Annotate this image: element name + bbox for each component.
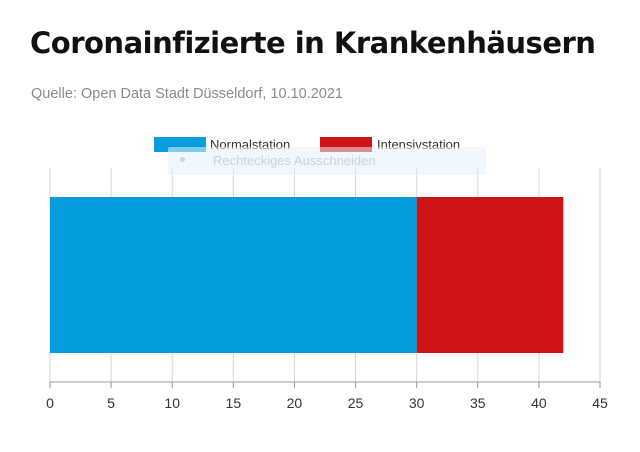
x-tick-label: 0	[46, 395, 54, 411]
x-tick-label: 35	[470, 395, 486, 411]
x-tick-label: 15	[226, 395, 242, 411]
x-tick-label: 25	[348, 395, 364, 411]
chart-title: Coronainfizierte in Krankenhäusern	[30, 26, 596, 60]
bar-normalstation[interactable]	[50, 197, 417, 353]
tooltip-dot-icon	[180, 157, 185, 162]
bar-intensivstation[interactable]	[416, 197, 564, 353]
x-tick-label: 10	[164, 395, 180, 411]
snipping-tooltip: Rechteckiges Ausschneiden	[168, 147, 486, 175]
x-tick-label: 45	[592, 395, 608, 411]
chart-source: Quelle: Open Data Stadt Düsseldorf, 10.1…	[31, 86, 343, 102]
x-tick-label: 30	[409, 395, 425, 411]
x-tick-label: 5	[107, 395, 115, 411]
tooltip-text: Rechteckiges Ausschneiden	[213, 153, 376, 168]
x-tick-label: 40	[531, 395, 547, 411]
x-tick-label: 20	[287, 395, 303, 411]
bars	[50, 197, 564, 353]
x-axis: 0 5 10 15 20 25 30 35 40 45	[46, 381, 608, 411]
